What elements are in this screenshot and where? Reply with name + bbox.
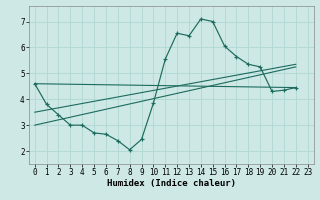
- X-axis label: Humidex (Indice chaleur): Humidex (Indice chaleur): [107, 179, 236, 188]
